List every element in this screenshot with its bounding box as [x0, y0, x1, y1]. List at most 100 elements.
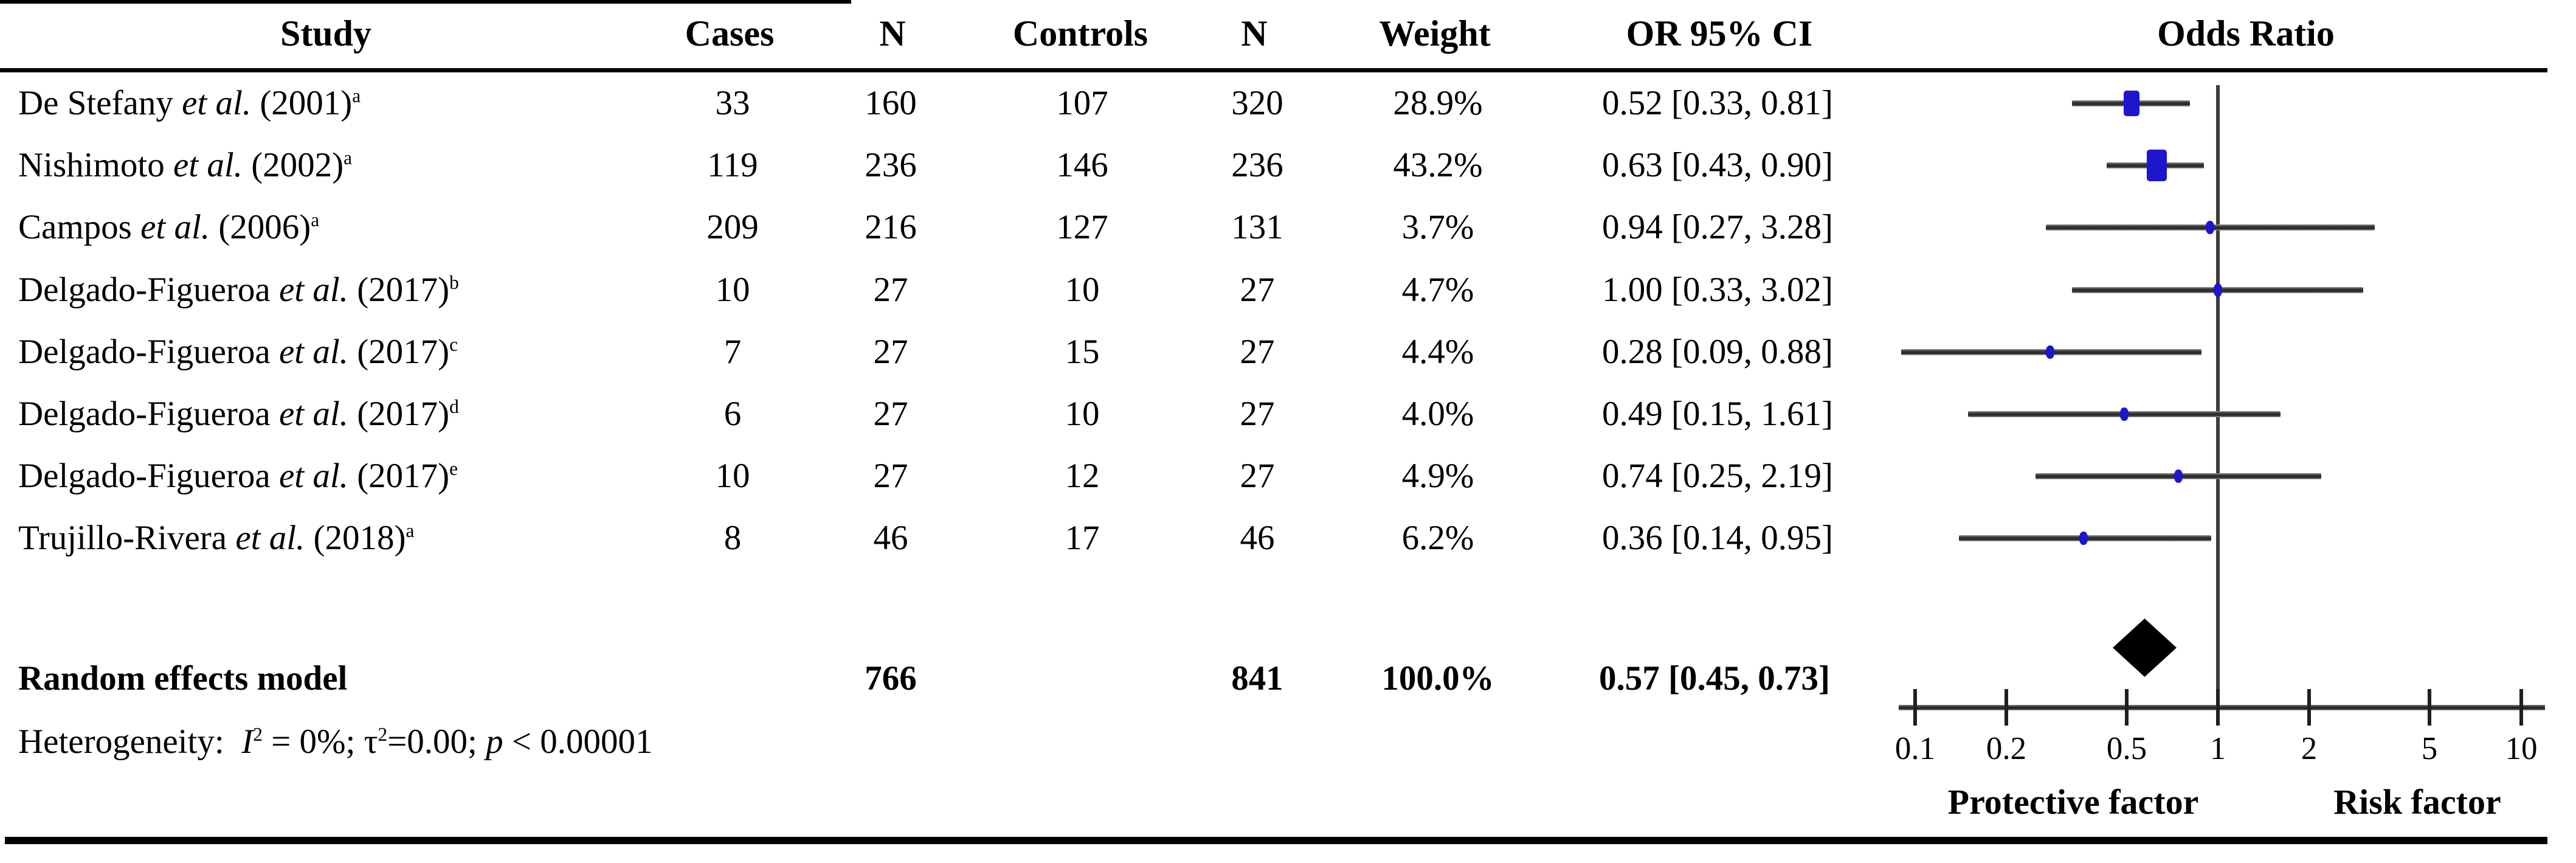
- x-axis-tick-label: 0.5: [2106, 731, 2147, 766]
- risk-factor-label: Risk factor: [2333, 782, 2501, 822]
- column-header-controls: Controls: [1012, 13, 1148, 54]
- column-header-odds-ratio: Odds Ratio: [2157, 13, 2335, 54]
- summary-cases-n: 766: [865, 659, 917, 698]
- controls-n-value: 27: [1240, 271, 1275, 309]
- weight-value: 3.7%: [1401, 208, 1474, 246]
- cases-n-value: 46: [873, 519, 908, 557]
- controls-value: 146: [1056, 146, 1108, 184]
- study-name: Campos et al. (2006)a: [18, 208, 320, 246]
- cases-n-value: 236: [865, 146, 917, 184]
- cases-value: 7: [723, 333, 742, 371]
- odds-ratio-marker: [2124, 91, 2139, 116]
- controls-value: 15: [1065, 333, 1100, 371]
- x-axis-tick-label: 0.2: [1986, 731, 2027, 766]
- summary-controls-n: 841: [1231, 659, 1283, 698]
- cases-value: 8: [723, 519, 742, 557]
- x-axis-tick: [2125, 689, 2129, 726]
- or-ci-value: 0.28 [0.09, 0.88]: [1602, 333, 1833, 371]
- cases-value: 33: [715, 84, 750, 122]
- odds-ratio-marker: [2079, 532, 2088, 545]
- or-ci-value: 1.00 [0.33, 3.02]: [1602, 271, 1833, 309]
- x-axis-tick-label: 10: [2505, 731, 2538, 766]
- study-name: Trujillo-Rivera et al. (2018)a: [18, 519, 415, 557]
- odds-ratio-marker: [2046, 345, 2054, 359]
- controls-n-value: 27: [1240, 333, 1275, 371]
- or-ci-value: 0.94 [0.27, 3.28]: [1602, 208, 1833, 246]
- cases-n-value: 27: [873, 271, 908, 309]
- cases-n-value: 160: [865, 84, 917, 122]
- column-header-controls-n: N: [1241, 13, 1268, 54]
- controls-value: 17: [1065, 519, 1100, 557]
- or-ci-value: 0.74 [0.25, 2.19]: [1602, 457, 1833, 495]
- heterogeneity-label: Heterogeneity:: [18, 723, 224, 761]
- column-header-cases-n: N: [879, 13, 906, 54]
- top-rule: [0, 0, 851, 4]
- controls-value: 10: [1065, 395, 1100, 433]
- controls-value: 12: [1065, 457, 1100, 495]
- x-axis-line: [1899, 705, 2545, 710]
- cases-value: 10: [715, 271, 750, 309]
- cases-n-value: 27: [873, 457, 908, 495]
- bottom-rule: [5, 837, 2547, 844]
- study-name: Nishimoto et al. (2002)a: [18, 146, 353, 184]
- study-name: Delgado-Figueroa et al. (2017)c: [18, 333, 458, 371]
- weight-value: 4.0%: [1401, 395, 1474, 433]
- or-ci-value: 0.52 [0.33, 0.81]: [1602, 84, 1833, 122]
- x-axis-tick: [2519, 689, 2523, 726]
- cases-n-value: 216: [865, 208, 917, 246]
- controls-n-value: 27: [1240, 457, 1275, 495]
- reference-line-or-1: [2216, 85, 2220, 725]
- controls-n-value: 131: [1231, 208, 1283, 246]
- cases-value: 10: [715, 457, 750, 495]
- column-header-weight: Weight: [1379, 13, 1491, 54]
- controls-n-value: 236: [1231, 146, 1283, 184]
- odds-ratio-marker: [2214, 283, 2222, 297]
- x-axis-tick: [2428, 689, 2431, 726]
- x-axis-tick: [2005, 689, 2008, 726]
- x-axis-tick: [1913, 689, 1917, 726]
- odds-ratio-marker: [2120, 407, 2129, 421]
- column-header-cases: Cases: [685, 13, 775, 54]
- controls-value: 127: [1056, 208, 1108, 246]
- x-axis-tick-label: 1: [2209, 731, 2226, 766]
- x-axis-tick-label: 5: [2421, 731, 2438, 766]
- x-axis-tick: [2307, 689, 2311, 726]
- summary-diamond: [2113, 619, 2177, 677]
- column-header-or-ci: OR 95% CI: [1626, 13, 1813, 54]
- study-name: Delgado-Figueroa et al. (2017)d: [18, 395, 459, 433]
- cases-value: 209: [706, 208, 759, 246]
- p-symbol: p: [486, 723, 503, 761]
- summary-weight: 100.0%: [1381, 659, 1494, 698]
- column-header-study: Study: [280, 13, 372, 54]
- odds-ratio-marker: [2147, 150, 2167, 181]
- x-axis-tick: [2216, 689, 2220, 726]
- cases-value: 6: [723, 395, 742, 433]
- header-underline: [0, 68, 2547, 72]
- controls-value: 107: [1056, 84, 1108, 122]
- weight-value: 4.4%: [1401, 333, 1474, 371]
- odds-ratio-marker: [2206, 221, 2214, 234]
- x-axis-tick-label: 2: [2301, 731, 2318, 766]
- or-ci-value: 0.63 [0.43, 0.90]: [1602, 146, 1833, 184]
- weight-value: 28.9%: [1393, 84, 1483, 122]
- weight-value: 43.2%: [1393, 146, 1483, 184]
- odds-ratio-marker: [2174, 470, 2183, 483]
- protective-factor-label: Protective factor: [1947, 782, 2199, 822]
- i-squared-symbol: I: [241, 723, 254, 761]
- summary-or-ci: 0.57 [0.45, 0.73]: [1599, 659, 1830, 698]
- x-axis-tick-label: 0.1: [1894, 731, 1936, 766]
- weight-value: 6.2%: [1401, 519, 1474, 557]
- weight-value: 4.9%: [1401, 457, 1474, 495]
- controls-value: 10: [1065, 271, 1100, 309]
- or-ci-value: 0.36 [0.14, 0.95]: [1602, 519, 1833, 557]
- cases-n-value: 27: [873, 333, 908, 371]
- controls-n-value: 27: [1240, 395, 1275, 433]
- weight-value: 4.7%: [1401, 271, 1474, 309]
- study-name: De Stefany et al. (2001)a: [18, 84, 361, 122]
- cases-n-value: 27: [873, 395, 908, 433]
- summary-label: Random effects model: [18, 659, 348, 698]
- or-ci-value: 0.49 [0.15, 1.61]: [1602, 395, 1833, 433]
- controls-n-value: 46: [1240, 519, 1275, 557]
- controls-n-value: 320: [1231, 84, 1283, 122]
